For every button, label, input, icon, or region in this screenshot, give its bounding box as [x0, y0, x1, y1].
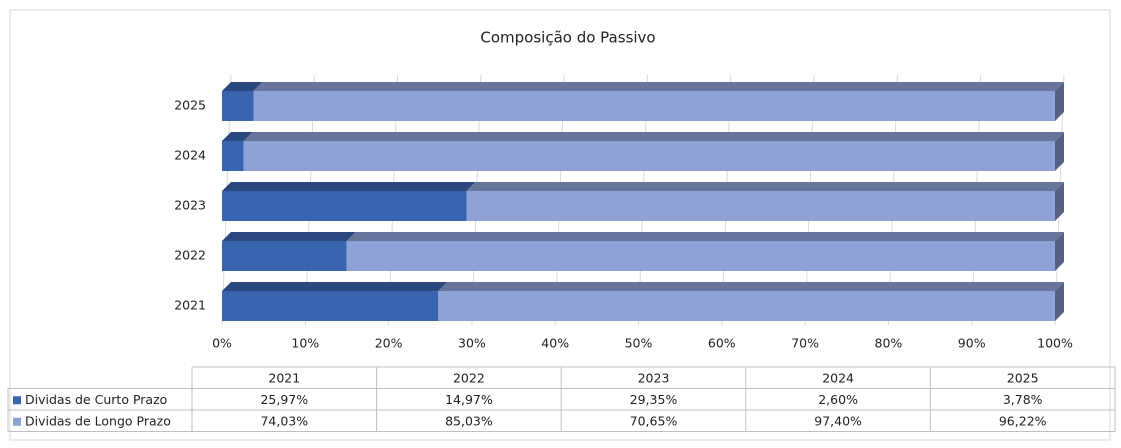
legend-swatch — [13, 417, 21, 426]
table-value: 29,35% — [630, 392, 678, 407]
bar-top — [222, 182, 476, 191]
bar — [222, 141, 244, 171]
legend-swatch — [13, 396, 21, 405]
chart-title: Composição do Passivo — [480, 29, 655, 47]
bar-side — [1055, 132, 1064, 171]
bar-top — [346, 232, 1065, 241]
x-tick-label: 70% — [791, 336, 819, 351]
bar-top — [222, 282, 448, 291]
x-tick-label: 80% — [875, 336, 903, 351]
table-value: 96,22% — [999, 413, 1047, 428]
x-tick-label: 90% — [958, 336, 986, 351]
table-header: 2021 — [268, 370, 300, 385]
table-value: 70,65% — [630, 413, 678, 428]
x-tick-label: 60% — [708, 336, 736, 351]
table-value: 74,03% — [260, 413, 308, 428]
x-tick-label: 20% — [375, 336, 403, 351]
x-tick-label: 50% — [625, 336, 653, 351]
x-tick-label: 40% — [541, 336, 569, 351]
bar — [222, 91, 254, 121]
bar — [438, 291, 1056, 321]
table-header: 2024 — [822, 370, 854, 385]
legend-label: Dividas de Longo Prazo — [25, 413, 171, 428]
bar — [466, 191, 1056, 221]
table-value: 25,97% — [260, 392, 308, 407]
bar — [222, 191, 467, 221]
table-value: 2,60% — [818, 392, 858, 407]
bar — [253, 91, 1055, 121]
y-tick-label: 2024 — [174, 148, 206, 163]
table-value: 85,03% — [445, 413, 493, 428]
bar — [222, 291, 439, 321]
y-tick-label: 2021 — [174, 298, 206, 313]
bar-top — [222, 82, 263, 91]
bar-top — [466, 182, 1065, 191]
table-header: 2022 — [453, 370, 485, 385]
bar-top — [243, 132, 1064, 141]
x-tick-label: 30% — [458, 336, 486, 351]
bar-side — [1055, 82, 1064, 121]
bar-side — [1055, 182, 1064, 221]
x-tick-label: 100% — [1037, 336, 1073, 351]
table-value: 97,40% — [814, 413, 862, 428]
chart-frame — [9, 9, 1111, 441]
bar-side — [1055, 232, 1064, 271]
bar-top — [253, 82, 1064, 91]
table-value: 14,97% — [445, 392, 493, 407]
bar — [222, 241, 347, 271]
table-header: 2025 — [1007, 370, 1039, 385]
bar — [346, 241, 1056, 271]
table-header: 2023 — [638, 370, 670, 385]
bar-side — [1055, 282, 1064, 321]
bar-top — [222, 232, 356, 241]
y-tick-label: 2025 — [174, 98, 206, 113]
bar — [243, 141, 1055, 171]
y-tick-label: 2022 — [174, 248, 206, 263]
y-tick-label: 2023 — [174, 198, 206, 213]
table-value: 3,78% — [1003, 392, 1043, 407]
x-tick-label: 0% — [212, 336, 232, 351]
bar-top — [222, 132, 253, 141]
legend-label: Dividas de Curto Prazo — [25, 392, 167, 407]
x-tick-label: 10% — [291, 336, 319, 351]
bar-top — [438, 282, 1065, 291]
